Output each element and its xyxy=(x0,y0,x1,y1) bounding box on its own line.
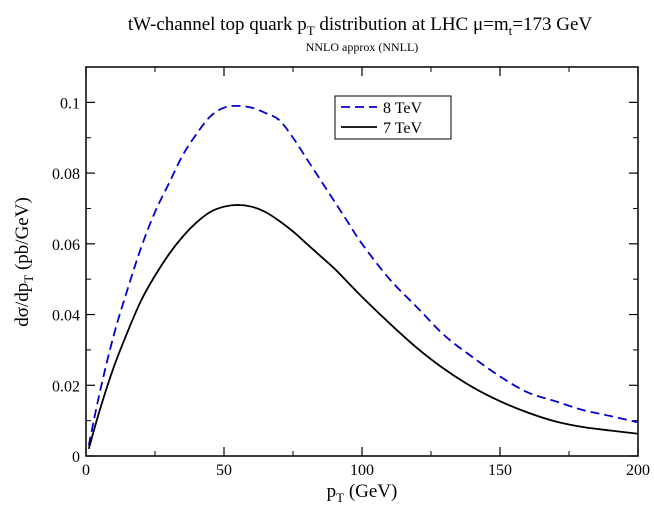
legend-label-7tev: 7 TeV xyxy=(383,120,422,137)
series-layer xyxy=(87,104,639,450)
y-tick-label: 0.02 xyxy=(52,378,80,395)
legend-box xyxy=(334,95,452,140)
y-tick-label: 0.04 xyxy=(52,308,80,325)
y-axis-label: dσ/dpT (pb/GeV) xyxy=(12,197,36,327)
y-tick-label: 0.08 xyxy=(52,166,80,183)
chart-title: tW-channel top quark pT distribution at … xyxy=(128,14,593,38)
legend: 8 TeV 7 TeV xyxy=(334,95,452,140)
x-tick-label: 150 xyxy=(488,462,512,479)
y-tick-label: 0 xyxy=(72,449,80,466)
x-tick-label: 100 xyxy=(350,462,374,479)
x-tick-label: 200 xyxy=(626,462,650,479)
legend-label-8tev: 8 TeV xyxy=(383,100,422,117)
x-tick-label: 50 xyxy=(216,462,232,479)
x-axis-label: pT (GeV) xyxy=(327,481,398,505)
axes: 0 50 100 150 200 0 0.02 0.04 0.06 0.08 0.1 xyxy=(52,67,650,479)
series-line-8tev xyxy=(87,104,639,446)
y-tick-label: 0.1 xyxy=(60,95,80,112)
series-line-7tev xyxy=(87,204,639,450)
chart-subtitle: NNLO approx (NNLL) xyxy=(306,40,419,54)
y-tick-label: 0.06 xyxy=(52,237,80,254)
x-tick-label: 0 xyxy=(82,462,90,479)
